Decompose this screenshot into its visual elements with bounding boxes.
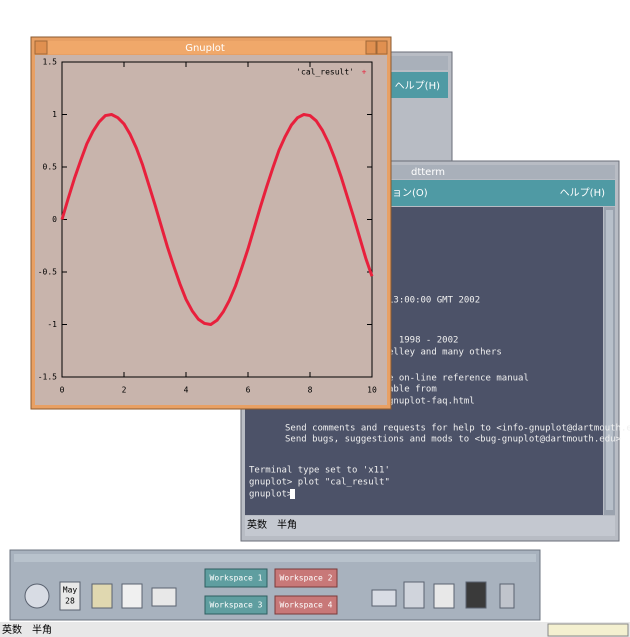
legend-marker: + bbox=[362, 68, 367, 77]
y-tick-label: 0.5 bbox=[43, 163, 58, 172]
x-tick-label: 4 bbox=[184, 386, 189, 395]
maximize-button[interactable] bbox=[377, 41, 387, 54]
terminal-line: 13:00:00 GMT 2002 bbox=[388, 296, 480, 306]
minimize-button[interactable] bbox=[366, 41, 376, 54]
window-title: Gnuplot bbox=[185, 43, 225, 54]
desktop: ヘルプ(H) dtterm ョン(O) ヘルプ(H) 13:00:00 GMT … bbox=[0, 0, 630, 637]
terminal-line: Send comments and requests for help to <… bbox=[285, 424, 630, 434]
input-status: 英数 半角 bbox=[247, 518, 297, 531]
y-tick-label: -1.5 bbox=[38, 373, 57, 382]
terminal-line: gnuplot> bbox=[249, 490, 293, 500]
front-panel: May 28 Workspace 1 Workspace 2 Workspace… bbox=[10, 550, 540, 620]
input-status: 英数 半角 bbox=[2, 623, 52, 636]
y-tick-label: -1 bbox=[47, 320, 57, 329]
system-tray bbox=[548, 624, 628, 636]
y-tick-label: 1 bbox=[52, 110, 57, 119]
editor-icon[interactable] bbox=[122, 584, 142, 608]
cursor bbox=[290, 489, 295, 499]
menu-item[interactable]: ヘルプ(H) bbox=[395, 80, 440, 92]
menu-item[interactable]: ョン(O) bbox=[392, 188, 428, 199]
trash-icon[interactable] bbox=[500, 584, 514, 608]
y-tick-label: -0.5 bbox=[38, 268, 57, 277]
terminal-line: able from bbox=[388, 385, 437, 395]
terminal-line: , 1998 - 2002 bbox=[388, 336, 458, 346]
x-tick-label: 8 bbox=[308, 386, 313, 395]
x-tick-label: 10 bbox=[367, 386, 377, 395]
terminal-line: Send bugs, suggestions and mods to <bug-… bbox=[285, 435, 622, 445]
window-menu-button[interactable] bbox=[35, 41, 47, 54]
terminal-line: gnuplot-faq.html bbox=[388, 397, 475, 407]
workspace-label: Workspace 1 bbox=[210, 574, 263, 583]
app-manager-icon[interactable] bbox=[434, 584, 454, 608]
terminal-line: Terminal type set to 'x11' bbox=[249, 466, 390, 476]
workspace-label: Workspace 2 bbox=[280, 574, 333, 583]
menu-item[interactable]: ヘルプ(H) bbox=[560, 187, 605, 199]
x-tick-label: 6 bbox=[246, 386, 251, 395]
y-tick-label: 0 bbox=[52, 215, 57, 224]
x-tick-label: 2 bbox=[122, 386, 127, 395]
workspace-label: Workspace 4 bbox=[280, 601, 333, 610]
mail-icon[interactable] bbox=[152, 588, 176, 606]
calendar-day: 28 bbox=[65, 597, 75, 606]
y-tick-label: 1.5 bbox=[43, 58, 58, 67]
calendar-month: May bbox=[63, 586, 78, 595]
page: {"back_window": {"menu": "ヘルプ(H)"}, "gnu… bbox=[0, 0, 630, 637]
window-title: dtterm bbox=[411, 167, 445, 178]
help-icon[interactable] bbox=[466, 582, 486, 608]
x-tick-label: 0 bbox=[60, 386, 65, 395]
file-manager-icon[interactable] bbox=[92, 584, 112, 608]
legend-label: 'cal_result' bbox=[296, 68, 354, 77]
terminal-line: elley and many others bbox=[388, 348, 502, 358]
style-manager-icon[interactable] bbox=[404, 582, 424, 608]
terminal-line: e on-line reference manual bbox=[388, 374, 529, 384]
gnuplot-window: Gnuplot -1.5 -1 -0.5 0 0.5 1 1.5 0 2 4 6 8 10 'cal_re… bbox=[31, 37, 391, 409]
terminal-line: gnuplot> plot "cal_result" bbox=[249, 478, 390, 488]
workspace-label: Workspace 3 bbox=[210, 601, 263, 610]
printer-icon[interactable] bbox=[372, 590, 396, 606]
clock-icon[interactable] bbox=[25, 584, 49, 608]
